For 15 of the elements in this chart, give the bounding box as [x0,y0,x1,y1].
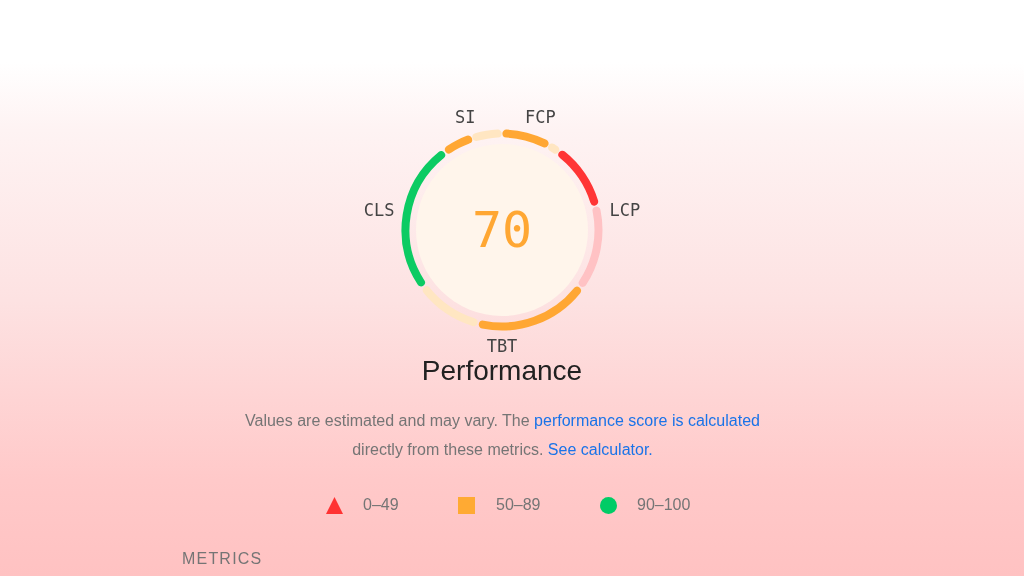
text: 70 [471,201,533,259]
slice-label: FCP [525,106,556,127]
text: directly from these metrics. [352,441,544,458]
text: See calculator. [547,441,653,458]
slice-label: LCP [609,200,641,221]
text: 90–100 [637,496,691,514]
text: 50–89 [496,496,541,514]
text: METRICS [182,550,263,568]
slice-label: SI [454,106,476,127]
text: performance score is calculated [534,412,760,429]
text: 0–49 [363,496,399,514]
slice-label: CLS [363,200,395,221]
slice-label: TBT [486,335,518,356]
text: Performance [420,354,584,388]
text: Values are estimated and may vary. The [245,412,530,429]
